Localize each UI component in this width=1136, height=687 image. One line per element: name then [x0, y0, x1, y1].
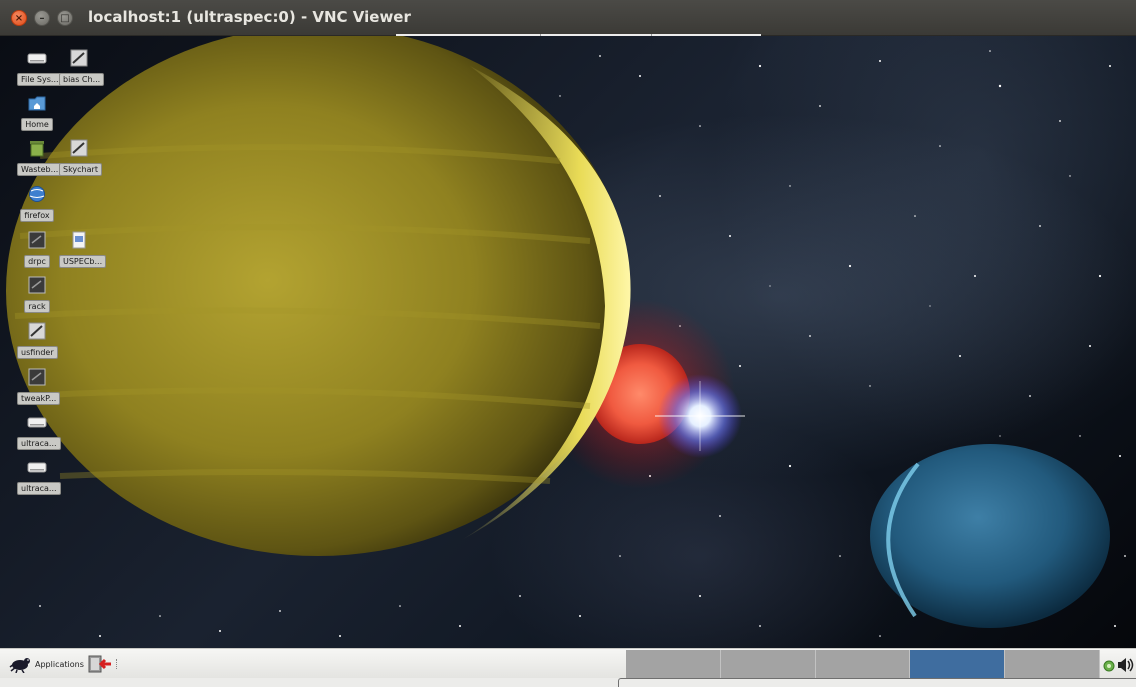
desktop-icon-rack[interactable]: rack [17, 276, 57, 313]
desktop-icon-label: rack [24, 300, 50, 313]
trash-icon [30, 141, 44, 157]
yellow-planet [6, 36, 630, 556]
desktop-icon-label: tweakP... [17, 392, 61, 405]
desktop-icon-label: usfinder [17, 346, 58, 359]
workspace-4[interactable] [910, 650, 1006, 678]
desktop-icon-label: Wasteb... [17, 163, 63, 176]
desktop-icon-home[interactable]: Home [17, 94, 57, 131]
document-icon [72, 231, 86, 249]
applications-label: Applications [35, 659, 84, 669]
workspace-2[interactable] [720, 650, 816, 678]
desktop-icon-label: Skychart [59, 163, 102, 176]
desktop-icon-label: Home [21, 118, 53, 131]
vnc-toolbar-strip[interactable] [396, 34, 761, 36]
panel-separator [116, 659, 119, 669]
panel-window-list-edge [618, 678, 1136, 687]
xfce-mouse-icon [9, 658, 30, 673]
desktop-icon-label: firefox [20, 209, 54, 222]
workspace-3[interactable] [815, 650, 911, 678]
desktop-icon-label: bias Ch... [59, 73, 105, 86]
workspace-1[interactable] [626, 650, 721, 678]
desktop-icon-ultracam-1[interactable]: ultraca... [17, 413, 61, 450]
taskbar: Applications [0, 648, 1136, 687]
vnc-toolbar-divider [651, 34, 652, 36]
terminal-icon [28, 231, 46, 249]
desktop-icon-label: ultraca... [17, 437, 61, 450]
wallpaper [6, 36, 1126, 637]
desktop-icon-ultracam-2[interactable]: ultraca... [17, 458, 61, 495]
logout-button[interactable] [88, 655, 114, 673]
panel: Applications [0, 648, 1136, 678]
desktop-icon-label: File Sys... [17, 73, 63, 86]
desktop-icon-bias-check[interactable]: bias Ch... [59, 49, 105, 86]
volume-icon[interactable] [1118, 658, 1134, 672]
panel-bottom [0, 678, 1136, 687]
desktop-icon-label: drpc [24, 255, 50, 268]
planet-bands [14, 144, 601, 484]
workspace-5[interactable] [1005, 650, 1100, 678]
desktop-icon-wastebasket[interactable]: Wasteb... [17, 139, 63, 176]
terminal-icon [28, 368, 46, 386]
blue-planet [870, 444, 1110, 628]
script-icon [70, 139, 88, 157]
applications-menu-button[interactable]: Applications [8, 653, 84, 675]
drive-icon [27, 53, 47, 64]
desktop-icon-tweakp[interactable]: tweakP... [17, 368, 61, 405]
window-title: localhost:1 (ultraspec:0) - VNC Viewer [88, 8, 411, 26]
globe-icon [29, 186, 45, 202]
desktop-icon-label: USPECb... [59, 255, 107, 268]
drive-icon [27, 417, 47, 428]
home-folder-icon [28, 96, 46, 111]
minimize-window-button[interactable]: – [34, 10, 50, 26]
remote-desktop[interactable]: File Sys... bias Ch... Home Wasteb... Sk… [0, 36, 1136, 648]
desktop-icon-usfinder[interactable]: usfinder [17, 322, 58, 359]
desktop-icon-firefox[interactable]: firefox [17, 185, 57, 222]
vnc-toolbar-divider [540, 34, 541, 36]
workspace-switcher[interactable] [626, 650, 1100, 678]
script-icon [28, 322, 46, 340]
script-icon [70, 49, 88, 67]
yellow-planet-crescent [460, 66, 631, 541]
desktop-icon-skychart[interactable]: Skychart [59, 139, 102, 176]
desktop-icon-uspec[interactable]: USPECb... [59, 231, 107, 268]
system-tray [1102, 654, 1136, 674]
desktop-icon-label: ultraca... [17, 482, 61, 495]
terminal-icon [28, 276, 46, 294]
network-icon[interactable] [1103, 660, 1115, 672]
window-titlebar[interactable]: × – □ localhost:1 (ultraspec:0) - VNC Vi… [0, 0, 1136, 36]
logout-icon [88, 655, 111, 673]
desktop-icon-filesystem[interactable]: File Sys... [17, 49, 63, 86]
maximize-window-button[interactable]: □ [57, 10, 73, 26]
desktop-icon-drpc[interactable]: drpc [17, 231, 57, 268]
drive-icon [27, 462, 47, 473]
starfield [39, 50, 1126, 637]
close-window-button[interactable]: × [11, 10, 27, 26]
